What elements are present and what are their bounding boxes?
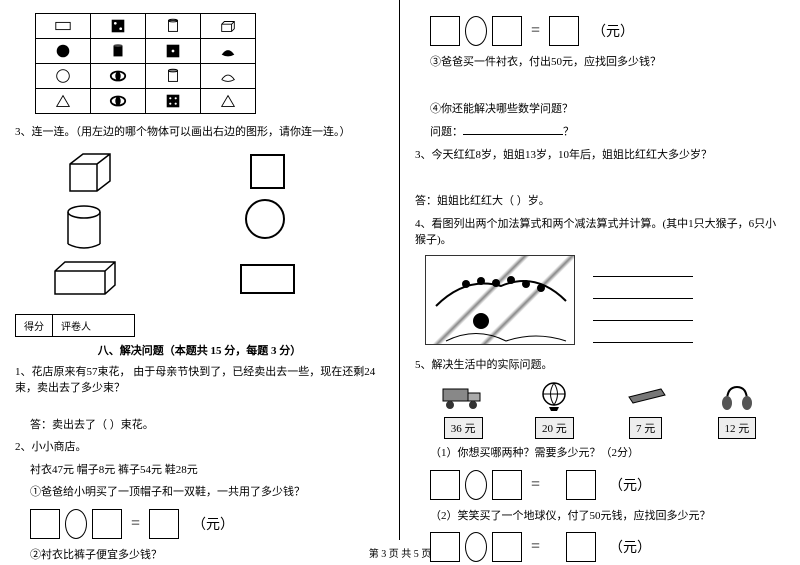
shape-matching-area[interactable] <box>35 149 364 299</box>
unit-label: （元） <box>192 514 234 534</box>
q3-text: 3、今天红红8岁，姐姐13岁，10年后，姐姐比红红大多少岁？ <box>415 147 785 164</box>
cell-can3 <box>146 64 201 89</box>
product-headphones: 12 元 <box>712 379 762 439</box>
price-tag: 20 元 <box>535 417 574 439</box>
equals-sign: = <box>531 22 540 40</box>
unit-label: （元） <box>592 21 634 41</box>
q2-sub3: ③爸爸买一件衬衣，付出50元，应找回多少钱？ <box>430 54 785 71</box>
cell-rect <box>36 14 91 39</box>
input-box[interactable] <box>430 16 460 46</box>
equals-sign: = <box>131 515 140 533</box>
operator-oval[interactable] <box>65 509 87 539</box>
input-box[interactable] <box>492 16 522 46</box>
input-box[interactable] <box>30 509 60 539</box>
input-box[interactable] <box>92 509 122 539</box>
page-footer: 第 3 页 共 5 页 <box>0 545 800 560</box>
q2-sub1: ①爸爸给小明买了一顶帽子和一双鞋，一共用了多少钱？ <box>30 484 384 501</box>
input-box[interactable] <box>549 16 579 46</box>
left-column: 3、连一连。（用左边的哪个物体可以画出右边的图形，请你连一连。） 得分 评卷人 … <box>0 0 400 540</box>
answer-line[interactable] <box>593 325 693 343</box>
square-2d <box>250 154 285 189</box>
q3-connect-text: 3、连一连。（用左边的哪个物体可以画出右边的图形，请你连一连。） <box>15 124 384 141</box>
product-truck: 36 元 <box>438 379 488 439</box>
cell-eye2 <box>91 89 146 114</box>
cell-dice <box>91 14 146 39</box>
q4-text: 4、看图列出两个加法算式和两个减法算式并计算。(其中1只大猴子，6只小猴子)。 <box>415 216 785 249</box>
monkey-illustration <box>425 255 575 345</box>
cell-triangle <box>36 89 91 114</box>
price-tag: 36 元 <box>444 417 483 439</box>
q5-title: 5、解决生活中的实际问题。 <box>415 357 785 374</box>
spacer <box>549 472 561 497</box>
q2-sub4b: 问题： ？ <box>430 123 785 141</box>
cell-eye <box>91 64 146 89</box>
q2-title: 2、小小商店。 <box>15 439 384 456</box>
q1-answer: 答：卖出去了（ ）束花。 <box>30 417 384 434</box>
q3-answer: 答：姐姐比红红大（ ）岁。 <box>415 193 785 210</box>
q5-sub1: （1）你想买哪两种？需要多少元？（2分） <box>430 445 785 462</box>
cell-cone-o <box>201 64 256 89</box>
grader-label: 评卷人 <box>53 315 99 336</box>
price-tag: 7 元 <box>629 417 662 439</box>
cell-can <box>146 14 201 39</box>
equation-row-1[interactable]: = （元） <box>30 509 369 539</box>
truck-icon <box>438 379 488 414</box>
shape-matching-table <box>35 13 256 114</box>
operator-oval[interactable] <box>465 470 487 500</box>
right-column: = （元） ③爸爸买一件衬衣，付出50元，应找回多少钱？ ④你还能解决哪些数学问… <box>400 0 800 540</box>
answer-lines[interactable] <box>593 255 693 347</box>
equation-row-2[interactable]: = （元） <box>430 16 770 46</box>
unit-label: （元） <box>609 475 651 495</box>
globe-icon <box>529 379 579 414</box>
operator-oval[interactable] <box>465 16 487 46</box>
input-box[interactable] <box>149 509 179 539</box>
fill-blank[interactable] <box>463 123 563 135</box>
cell-circle <box>36 39 91 64</box>
equals-sign: = <box>531 476 540 494</box>
products-row: 36 元 20 元 7 元 12 元 <box>425 379 775 439</box>
input-box[interactable] <box>566 470 596 500</box>
answer-line[interactable] <box>593 303 693 321</box>
score-box: 得分 评卷人 <box>15 314 135 337</box>
q5-sub2: （2）笑笑买了一个地球仪，付了50元钱，应找回多少元？ <box>430 508 785 525</box>
answer-line[interactable] <box>593 281 693 299</box>
equation-row-3[interactable]: = （元） <box>430 470 770 500</box>
cell-cone <box>201 39 256 64</box>
cube-shape <box>65 149 115 194</box>
cell-dice3 <box>146 89 201 114</box>
cell-triangle-o <box>201 89 256 114</box>
cell-can2 <box>91 39 146 64</box>
cell-dice2 <box>146 39 201 64</box>
qmark: ？ <box>563 126 574 138</box>
cell-box3d <box>201 14 256 39</box>
headphones-icon <box>712 379 762 414</box>
q1-text: 1、花店原来有57束花， 由于母亲节快到了，已经卖出去一些，现在还剩24束，卖出… <box>15 364 384 397</box>
q2-sub4a: ④你还能解决哪些数学问题？ <box>430 101 785 118</box>
q2-prices: 衬衣47元 帽子8元 裤子54元 鞋28元 <box>30 462 384 479</box>
product-pencase: 7 元 <box>621 379 671 439</box>
input-box[interactable] <box>430 470 460 500</box>
pencase-icon <box>621 379 671 414</box>
cell-circle-o <box>36 64 91 89</box>
q4-label: 问题： <box>430 126 463 138</box>
cuboid-shape <box>50 259 120 297</box>
monkey-question <box>425 255 775 347</box>
section-8-title: 八、解决问题（本题共 15 分，每题 3 分） <box>15 342 384 358</box>
input-box[interactable] <box>492 470 522 500</box>
price-tag: 12 元 <box>718 417 757 439</box>
rect-2d <box>240 264 295 294</box>
cylinder-shape <box>65 204 103 252</box>
circle-2d <box>245 199 285 239</box>
score-label: 得分 <box>16 315 53 336</box>
answer-line[interactable] <box>593 259 693 277</box>
product-globe: 20 元 <box>529 379 579 439</box>
